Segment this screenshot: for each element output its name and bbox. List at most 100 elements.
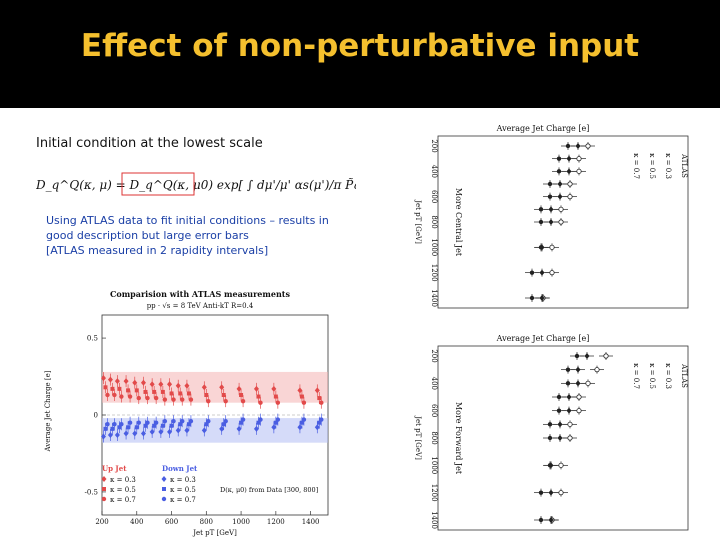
data-point: [143, 423, 148, 428]
data-point: [301, 417, 307, 422]
legend-down-header: Down Jet: [162, 464, 198, 473]
data-point: [145, 420, 150, 425]
data-point: [127, 394, 133, 399]
data-point: [314, 387, 320, 394]
data-point: [297, 387, 303, 394]
data-point: [152, 389, 157, 394]
x-tick-label: 1400: [430, 289, 438, 307]
chart-annotation: More Central Jet: [454, 188, 463, 257]
data-point: [566, 394, 572, 400]
data-point: [145, 395, 150, 401]
data-point: [549, 244, 555, 250]
legend-entry: κ = 0.7: [632, 153, 640, 179]
data-point: [134, 388, 139, 393]
data-point: [575, 366, 581, 373]
legend-up-k05: κ = 0.5: [110, 486, 136, 494]
data-point: [556, 394, 562, 400]
x-tick-label: 200: [430, 349, 438, 362]
data-point: [127, 420, 133, 425]
data-point: [594, 367, 600, 373]
data-point: [105, 392, 110, 398]
legend-entry: ATLAS: [680, 153, 688, 178]
x-tick-label: 600: [430, 190, 438, 203]
data-point: [565, 367, 571, 372]
data-point: [547, 435, 553, 441]
legend-marker: [101, 476, 107, 482]
plot-frame: [437, 345, 689, 531]
data-point: [206, 418, 211, 424]
data-point: [317, 420, 322, 425]
data-point: [204, 393, 209, 397]
data-point: [100, 375, 106, 382]
chart-title: Average Jet Charge [e]: [496, 334, 590, 343]
data-point: [117, 386, 122, 391]
data-point: [184, 427, 190, 434]
x-tick-label: 400: [430, 377, 438, 390]
data-point: [105, 422, 110, 427]
data-point: [529, 295, 535, 301]
x-tick-label: 1400: [302, 518, 320, 526]
data-point: [547, 463, 553, 468]
data-point: [100, 433, 106, 440]
chart-title: Average Jet Charge [e]: [496, 124, 590, 133]
x-tick-label: 600: [165, 518, 178, 526]
x-tick-label: 1200: [430, 264, 438, 282]
data-point: [140, 379, 146, 386]
data-point: [557, 421, 563, 428]
legend-marker: [161, 476, 167, 482]
data-point: [175, 427, 181, 434]
data-point: [558, 206, 564, 212]
data-point: [299, 420, 304, 425]
data-point: [566, 407, 572, 414]
data-point: [603, 353, 609, 359]
up-jet-band: [102, 371, 328, 403]
data-point: [201, 384, 207, 391]
data-point: [565, 381, 571, 386]
data-point: [184, 382, 190, 389]
slide-title: Effect of non-perturbative input: [80, 28, 640, 64]
legend-marker: [102, 487, 106, 491]
chart-title: Comparision with ATLAS measurements: [110, 289, 290, 299]
data-point: [567, 435, 573, 441]
legend-down-k07: κ = 0.7: [170, 496, 196, 504]
data-point: [566, 168, 572, 175]
x-tick-label: 1400: [430, 511, 438, 529]
x-tick-label: 1000: [430, 456, 438, 474]
x-tick-label: 1000: [232, 518, 250, 526]
data-point: [167, 381, 173, 388]
down-jet-band: [102, 418, 328, 443]
data-point: [314, 424, 320, 431]
data-point: [160, 389, 165, 394]
data-point: [178, 391, 183, 396]
chart-subtitle: pp · √s = 8 TeV Anti-kT R=0.4: [147, 302, 254, 310]
x-axis-label: Jet pT [GeV]: [414, 415, 422, 460]
data-point: [317, 396, 322, 401]
data-point: [258, 400, 263, 405]
text-line: good description but large error bars: [46, 229, 249, 242]
data-point: [585, 380, 591, 386]
data-point: [538, 207, 544, 212]
data-point: [103, 426, 108, 431]
data-point: [110, 426, 115, 431]
legend-entry: κ = 0.5: [648, 153, 656, 179]
data-point: [538, 490, 544, 495]
legend-marker: [101, 496, 107, 502]
data-point: [557, 435, 563, 441]
data-point: [204, 422, 209, 427]
forward-jet-chart: Average Jet Charge [e] 200 400 600 800 1000 12…: [398, 328, 720, 540]
data-point: [239, 393, 244, 397]
x-tick-label: 800: [200, 518, 213, 526]
data-point: [566, 155, 572, 162]
x-tick-label: 200: [95, 518, 108, 526]
data-point: [275, 400, 281, 405]
data-point: [549, 270, 555, 276]
x-tick-label: 200: [430, 139, 438, 152]
legend-down-k05: κ = 0.5: [170, 486, 196, 494]
data-point: [158, 428, 164, 435]
data-point: [219, 425, 225, 432]
y-tick-label: 0: [94, 412, 98, 420]
legend-up-header: Up Jet: [102, 464, 127, 473]
data-point: [256, 394, 261, 399]
data-point: [236, 385, 242, 392]
plot-frame: [437, 135, 689, 309]
